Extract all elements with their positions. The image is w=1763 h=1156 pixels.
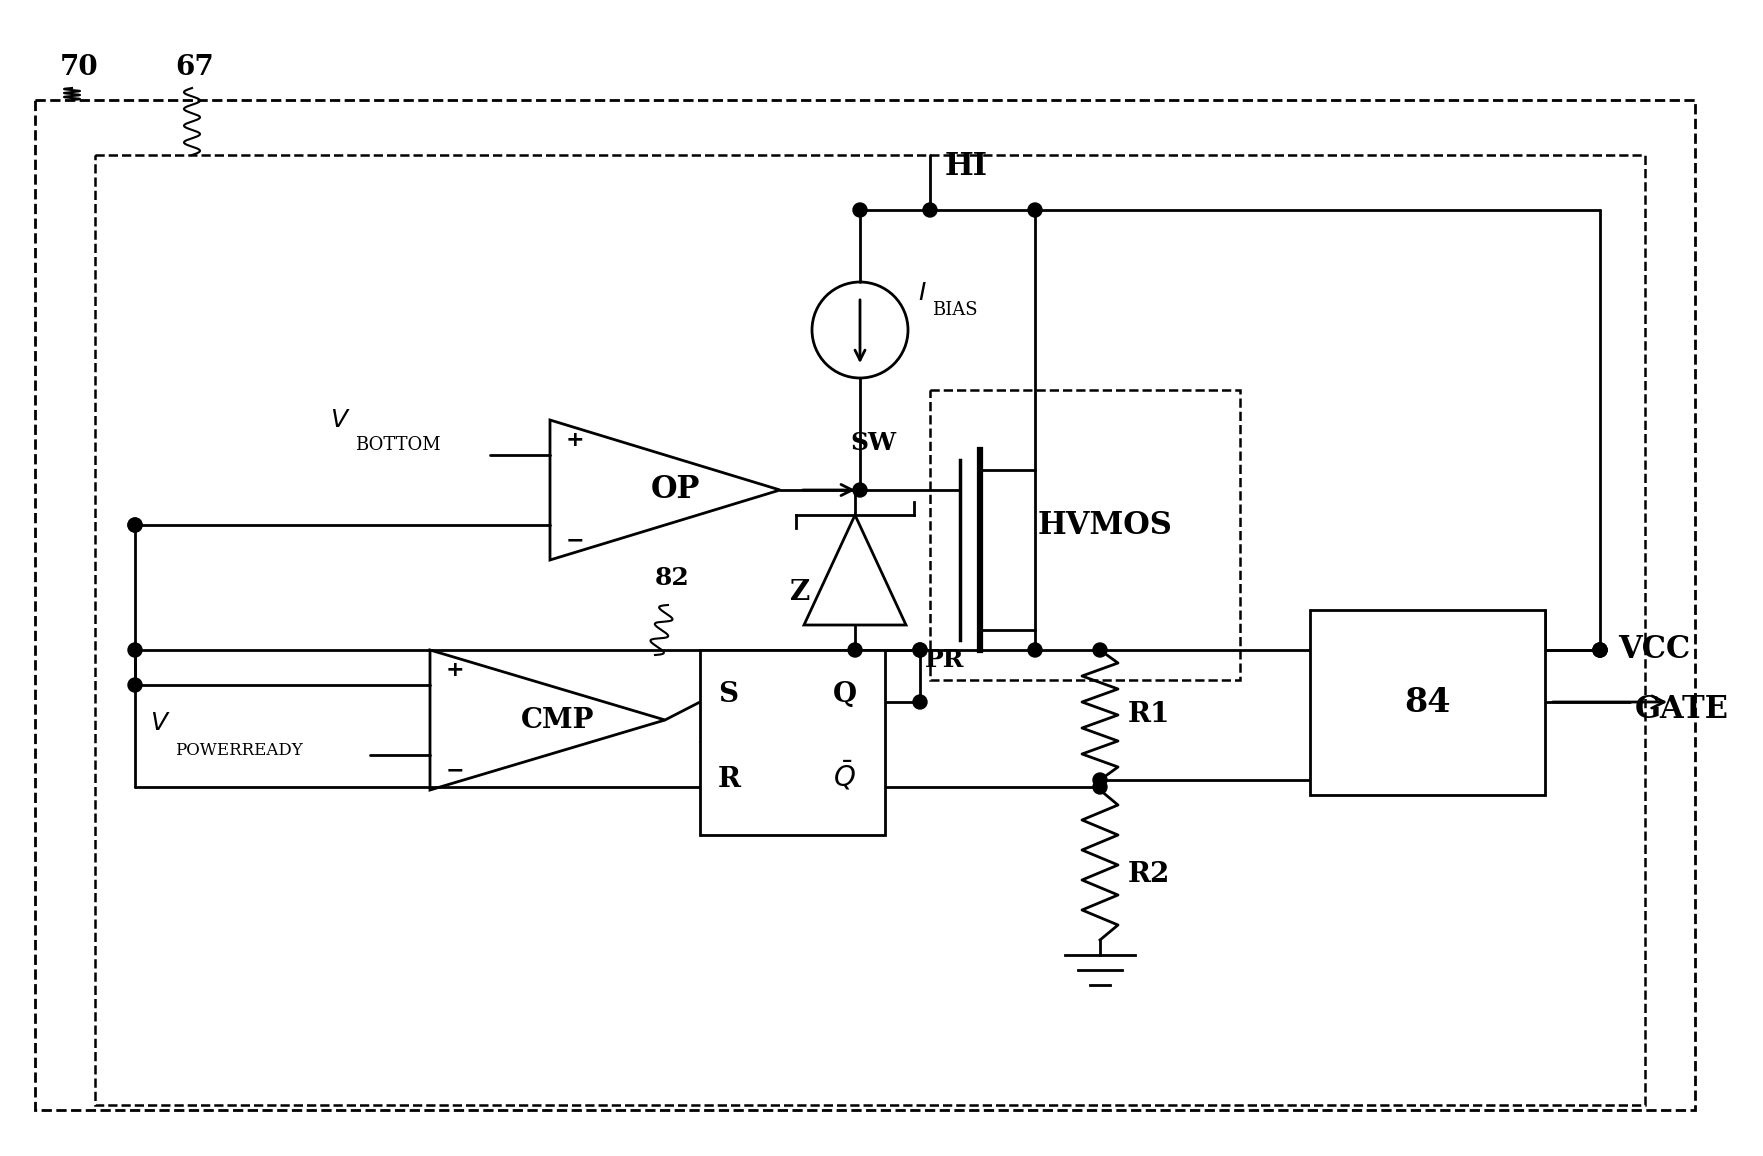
Text: $I$: $I$ [919,282,927,305]
Circle shape [853,483,867,497]
Circle shape [129,643,143,657]
Text: POWERREADY: POWERREADY [175,742,303,759]
Circle shape [129,679,143,692]
Circle shape [924,203,936,217]
Circle shape [1594,643,1608,657]
Text: HVMOS: HVMOS [1038,510,1172,541]
Text: Z: Z [790,579,811,606]
Circle shape [1028,643,1042,657]
Bar [95,155,1645,1105]
Circle shape [913,643,927,657]
Circle shape [848,643,862,657]
Circle shape [913,695,927,709]
Bar [700,650,885,835]
Text: HI: HI [945,151,987,181]
Circle shape [1093,643,1107,657]
Text: BIAS: BIAS [933,301,978,319]
Text: OP: OP [651,474,700,505]
Text: 84: 84 [1403,686,1451,719]
Text: CMP: CMP [520,706,594,734]
Circle shape [1093,773,1107,787]
Bar [931,390,1239,680]
Text: PR: PR [926,649,964,672]
Text: $\bar{Q}$: $\bar{Q}$ [832,759,855,793]
Text: 67: 67 [175,54,213,81]
Text: 82: 82 [656,566,689,590]
Circle shape [1594,643,1608,657]
Circle shape [913,643,927,657]
Text: +: + [566,430,584,450]
Text: R: R [718,766,740,793]
Text: +: + [446,660,464,680]
Text: $V$: $V$ [150,712,171,735]
Text: −: − [566,529,584,550]
Text: $V$: $V$ [330,409,351,432]
Circle shape [1093,780,1107,794]
Bar [1310,610,1544,795]
Text: BOTTOM: BOTTOM [354,436,441,454]
Text: GATE: GATE [1634,695,1730,726]
Text: VCC: VCC [1618,633,1691,665]
Circle shape [1594,643,1608,657]
Text: SW: SW [850,431,896,455]
Text: Q: Q [832,681,857,707]
Circle shape [129,518,143,532]
Circle shape [129,518,143,532]
Text: R1: R1 [1128,702,1171,728]
Bar [35,101,1694,1110]
Text: S: S [718,681,739,707]
Circle shape [1028,203,1042,217]
Text: 70: 70 [60,54,99,81]
Text: −: − [446,759,464,780]
Circle shape [853,203,867,217]
Text: R2: R2 [1128,861,1171,889]
